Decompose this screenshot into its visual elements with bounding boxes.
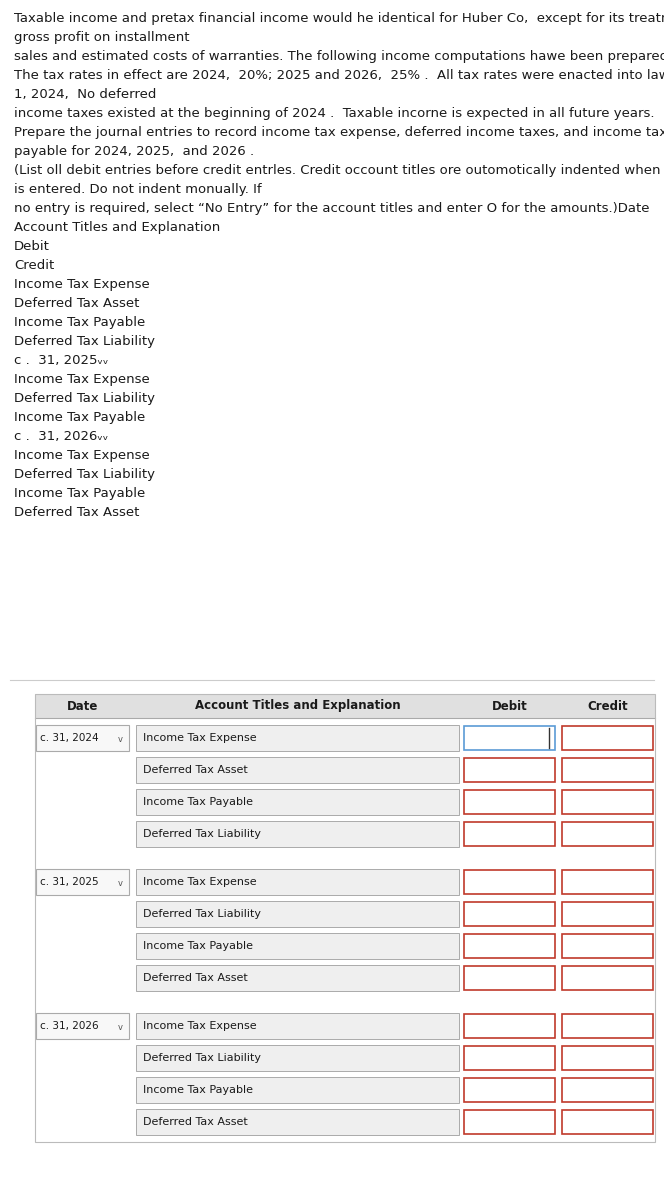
FancyBboxPatch shape <box>36 1013 129 1039</box>
Text: c. 31, 2025: c. 31, 2025 <box>40 877 99 887</box>
FancyBboxPatch shape <box>136 933 459 960</box>
Text: c. 31, 2026: c. 31, 2026 <box>40 1021 99 1031</box>
Text: Date: Date <box>67 700 98 713</box>
Text: Income Tax Payable: Income Tax Payable <box>14 486 145 500</box>
Text: Deferred Tax Liability: Deferred Tax Liability <box>14 393 155 405</box>
FancyBboxPatch shape <box>464 759 555 783</box>
Text: Deferred Tax Asset: Deferred Tax Asset <box>143 765 248 775</box>
Text: Income Tax Expense: Income Tax Expense <box>14 373 150 386</box>
Text: Deferred Tax Liability: Deferred Tax Liability <box>143 909 261 919</box>
Text: c .  31, 2025ᵥᵥ: c . 31, 2025ᵥᵥ <box>14 354 108 367</box>
FancyBboxPatch shape <box>464 790 555 814</box>
Text: income taxes existed at the beginning of 2024 .  Taxable incorne is expected in : income taxes existed at the beginning of… <box>14 107 655 120</box>
Text: Taxable income and pretax financial income would he identical for Huber Co,  exc: Taxable income and pretax financial inco… <box>14 12 664 25</box>
Text: Deferred Tax Liability: Deferred Tax Liability <box>143 1054 261 1063</box>
FancyBboxPatch shape <box>136 901 459 927</box>
FancyBboxPatch shape <box>562 902 653 926</box>
FancyBboxPatch shape <box>136 1045 459 1072</box>
FancyBboxPatch shape <box>36 869 129 895</box>
FancyBboxPatch shape <box>136 725 459 751</box>
FancyBboxPatch shape <box>464 966 555 990</box>
Text: Income Tax Expense: Income Tax Expense <box>143 733 256 743</box>
Text: The tax rates in effect are 2024,  20%; 2025 and 2026,  25% .  All tax rates wer: The tax rates in effect are 2024, 20%; 2… <box>14 69 664 82</box>
FancyBboxPatch shape <box>136 869 459 895</box>
Text: c .  31, 2026ᵥᵥ: c . 31, 2026ᵥᵥ <box>14 430 108 443</box>
Text: sales and estimated costs of warranties. The following income computations hawe : sales and estimated costs of warranties.… <box>14 51 664 63</box>
Text: Deferred Tax Asset: Deferred Tax Asset <box>143 1117 248 1127</box>
Text: c. 31, 2024: c. 31, 2024 <box>40 733 99 743</box>
Text: Account Titles and Explanation: Account Titles and Explanation <box>195 700 400 713</box>
FancyBboxPatch shape <box>562 1046 653 1070</box>
FancyBboxPatch shape <box>464 1078 555 1102</box>
Text: Prepare the journal entries to record income tax expense, deferred income taxes,: Prepare the journal entries to record in… <box>14 126 664 138</box>
Text: Debit: Debit <box>491 700 527 713</box>
FancyBboxPatch shape <box>562 870 653 895</box>
Text: Income Tax Payable: Income Tax Payable <box>14 411 145 424</box>
Text: Debit: Debit <box>14 240 50 253</box>
FancyBboxPatch shape <box>464 1110 555 1134</box>
Text: Credit: Credit <box>14 259 54 272</box>
FancyBboxPatch shape <box>136 757 459 783</box>
FancyBboxPatch shape <box>562 1014 653 1038</box>
FancyBboxPatch shape <box>562 790 653 814</box>
Text: Account Titles and Explanation: Account Titles and Explanation <box>14 222 220 234</box>
FancyBboxPatch shape <box>562 759 653 783</box>
Text: no entry is required, select “No Entry” for the account titles and enter O for t: no entry is required, select “No Entry” … <box>14 202 649 216</box>
FancyBboxPatch shape <box>464 934 555 958</box>
FancyBboxPatch shape <box>136 964 459 991</box>
Text: Income Tax Expense: Income Tax Expense <box>14 278 150 291</box>
FancyBboxPatch shape <box>136 821 459 846</box>
Text: Income Tax Expense: Income Tax Expense <box>14 449 150 462</box>
Text: Deferred Tax Asset: Deferred Tax Asset <box>143 973 248 982</box>
FancyBboxPatch shape <box>464 726 555 750</box>
Text: Income Tax Payable: Income Tax Payable <box>143 1085 253 1094</box>
Text: Income Tax Payable: Income Tax Payable <box>143 942 253 951</box>
Text: Deferred Tax Liability: Deferred Tax Liability <box>14 335 155 348</box>
Text: gross profit on installment: gross profit on installment <box>14 31 189 45</box>
Text: Deferred Tax Asset: Deferred Tax Asset <box>14 297 139 309</box>
Text: Credit: Credit <box>587 700 628 713</box>
Text: Income Tax Expense: Income Tax Expense <box>143 1021 256 1031</box>
Text: payable for 2024, 2025,  and 2026 .: payable for 2024, 2025, and 2026 . <box>14 144 254 158</box>
FancyBboxPatch shape <box>136 789 459 815</box>
Text: Deferred Tax Liability: Deferred Tax Liability <box>143 830 261 839</box>
FancyBboxPatch shape <box>562 1078 653 1102</box>
FancyBboxPatch shape <box>36 725 129 751</box>
Text: Deferred Tax Liability: Deferred Tax Liability <box>14 468 155 482</box>
FancyBboxPatch shape <box>464 1046 555 1070</box>
FancyBboxPatch shape <box>562 726 653 750</box>
FancyBboxPatch shape <box>136 1109 459 1135</box>
FancyBboxPatch shape <box>464 1014 555 1038</box>
FancyBboxPatch shape <box>562 822 653 846</box>
FancyBboxPatch shape <box>464 822 555 846</box>
Text: is entered. Do not indent monually. If: is entered. Do not indent monually. If <box>14 183 262 196</box>
Text: Deferred Tax Asset: Deferred Tax Asset <box>14 506 139 519</box>
Text: v: v <box>118 734 123 744</box>
FancyBboxPatch shape <box>562 1110 653 1134</box>
Text: 1, 2024,  No deferred: 1, 2024, No deferred <box>14 88 157 101</box>
Text: v: v <box>118 1022 123 1032</box>
Text: Income Tax Payable: Income Tax Payable <box>143 797 253 807</box>
FancyBboxPatch shape <box>136 1078 459 1103</box>
Text: Income Tax Payable: Income Tax Payable <box>14 315 145 329</box>
FancyBboxPatch shape <box>136 1013 459 1039</box>
FancyBboxPatch shape <box>464 902 555 926</box>
FancyBboxPatch shape <box>562 934 653 958</box>
Text: (List oll debit entries before credit entrles. Credit occount titles ore outomot: (List oll debit entries before credit en… <box>14 164 664 177</box>
Text: v: v <box>118 879 123 887</box>
FancyBboxPatch shape <box>35 694 655 718</box>
Text: Income Tax Expense: Income Tax Expense <box>143 877 256 887</box>
FancyBboxPatch shape <box>562 966 653 990</box>
FancyBboxPatch shape <box>464 870 555 895</box>
